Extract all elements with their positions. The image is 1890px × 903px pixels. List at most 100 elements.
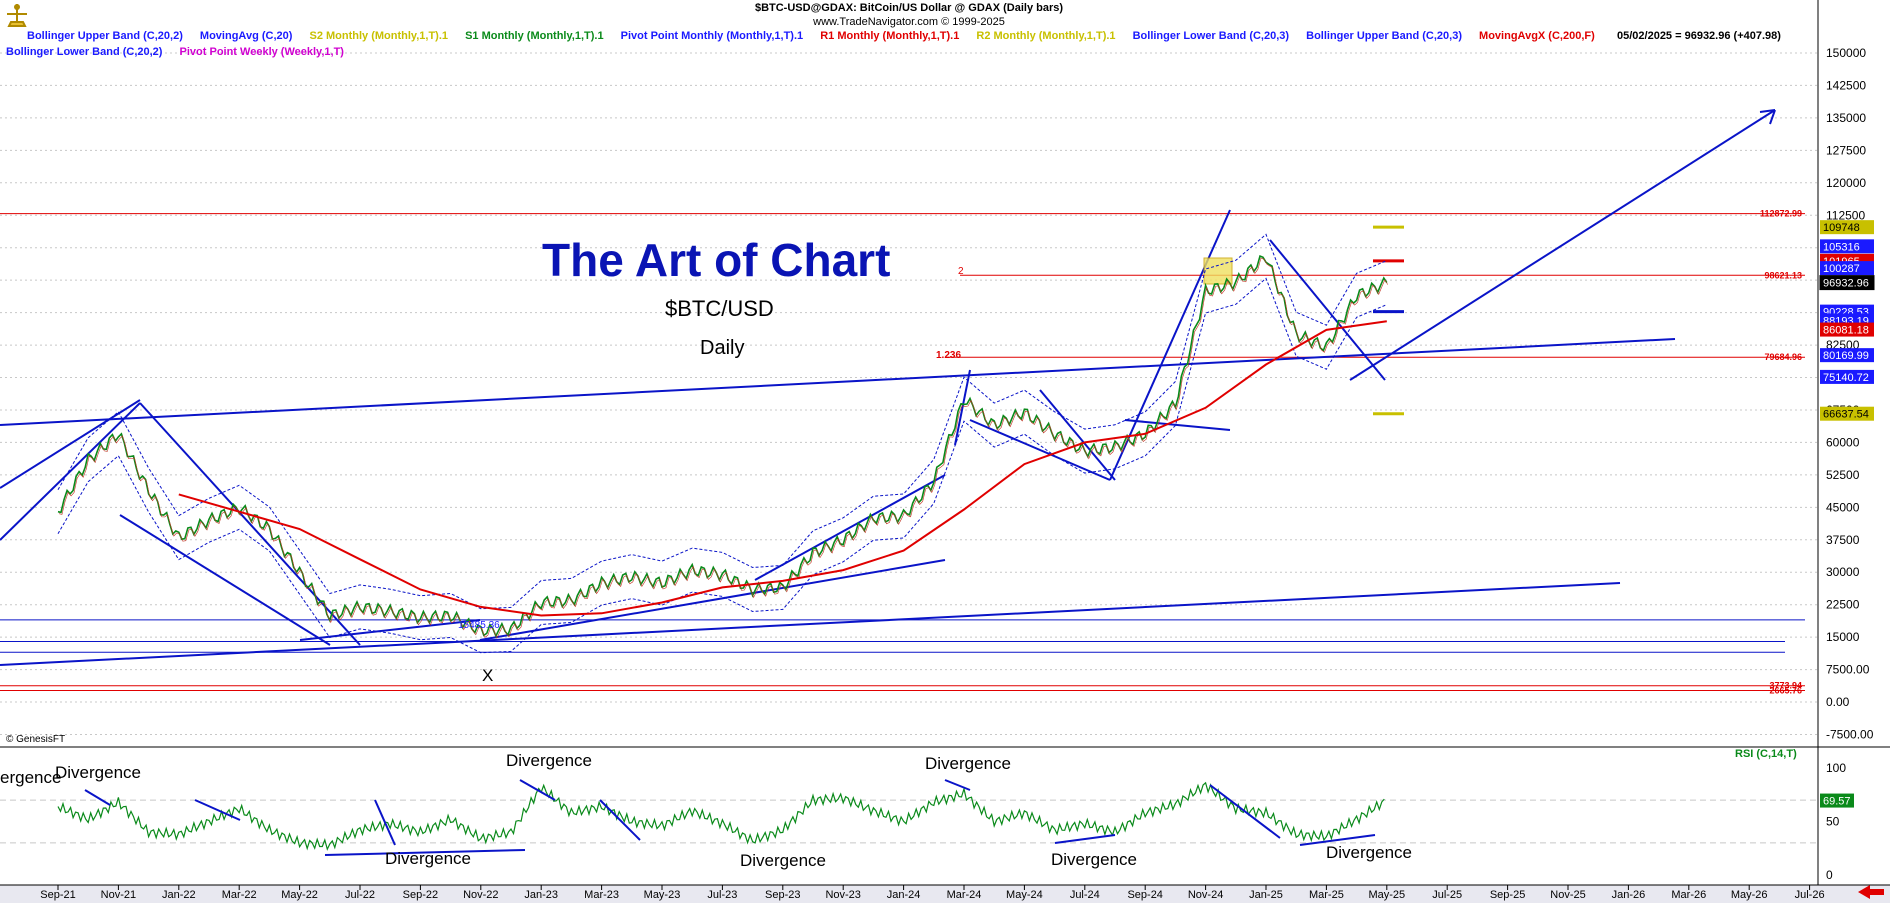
rsi-panel bbox=[0, 779, 1818, 856]
axis-badge bbox=[1820, 348, 1874, 363]
x-tick-label: Jul-24 bbox=[1070, 889, 1100, 901]
chart-copyright-line: www.TradeNavigator.com © 1999-2025 bbox=[813, 16, 1005, 28]
last-price-readout: 05/02/2025 = 96932.96 (+407.98) bbox=[1617, 30, 1781, 42]
y-tick-label: 7500.00 bbox=[1826, 663, 1870, 677]
x-tick-label: Jan-25 bbox=[1249, 889, 1283, 901]
axis-badge bbox=[1820, 261, 1874, 276]
rsi-tick-label: 50 bbox=[1826, 815, 1840, 829]
legend-item: Bollinger Upper Band (C,20,2) bbox=[27, 30, 183, 42]
bollinger-lower-band bbox=[57, 277, 1387, 654]
rsi-label: RSI (C,14,T) bbox=[1735, 748, 1797, 760]
x-tick-label: Jan-24 bbox=[887, 889, 921, 901]
x-tick-label: Nov-25 bbox=[1550, 889, 1585, 901]
x-mark: X bbox=[482, 666, 494, 685]
moving-average-200-line bbox=[178, 320, 1387, 617]
legend-item: S2 Monthly (Monthly,1,T).1 bbox=[309, 30, 448, 42]
trendline bbox=[299, 619, 481, 641]
bollinger-upper-band bbox=[57, 233, 1387, 610]
axis-badge-label: 96932.96 bbox=[1823, 278, 1869, 290]
axis-badge-label: 105316 bbox=[1823, 241, 1860, 253]
trendline bbox=[1349, 109, 1776, 381]
tradenavigator-logo-icon bbox=[7, 4, 27, 27]
x-tick-label: Mar-24 bbox=[947, 889, 982, 901]
divergence-line bbox=[1209, 784, 1281, 839]
y-tick-label: 37500 bbox=[1826, 533, 1860, 547]
divergence-label: Divergence bbox=[55, 763, 141, 782]
x-tick-label: Jul-22 bbox=[345, 889, 375, 901]
genesis-copyright: © GenesisFT bbox=[6, 734, 66, 745]
trendlines bbox=[0, 109, 1776, 666]
fib-1236-label: 1.236 bbox=[936, 350, 962, 361]
x-tick-label: May-25 bbox=[1368, 889, 1405, 901]
low-label: 15485.36 bbox=[458, 620, 500, 631]
x-tick-label: Jul-26 bbox=[1795, 889, 1825, 901]
trendline bbox=[0, 402, 141, 541]
divergence-line bbox=[1054, 834, 1116, 844]
y-tick-label: 60000 bbox=[1826, 435, 1860, 449]
legend-item: Bollinger Lower Band (C,20,3) bbox=[1132, 30, 1290, 42]
divergence-label: Divergence bbox=[925, 754, 1011, 773]
y-tick-label: 127500 bbox=[1826, 143, 1866, 157]
divergence-line bbox=[599, 799, 641, 841]
divergence-line bbox=[519, 779, 556, 801]
y-tick-label: 112500 bbox=[1826, 208, 1865, 222]
price-line bbox=[57, 255, 1388, 638]
overlay-title: The Art of Chart bbox=[542, 234, 891, 286]
trendline bbox=[954, 369, 971, 446]
axis-badge-label: 66637.54 bbox=[1823, 409, 1869, 421]
trendline bbox=[0, 399, 141, 489]
legend-item: Bollinger Lower Band (C,20,2) bbox=[6, 46, 163, 58]
axis-badge bbox=[1820, 220, 1874, 235]
rsi-badge-label: 69.57 bbox=[1823, 796, 1851, 808]
trendline bbox=[479, 559, 946, 641]
legend-row-2: Bollinger Lower Band (C,20,2) Pivot Poin… bbox=[6, 46, 358, 58]
x-tick-label: Nov-23 bbox=[825, 889, 860, 901]
trendline bbox=[1039, 389, 1116, 481]
x-tick-label: Nov-22 bbox=[463, 889, 498, 901]
y-tick-label: 45000 bbox=[1826, 500, 1860, 514]
level-label: 79684.96 bbox=[1764, 352, 1802, 362]
x-tick-label: Sep-25 bbox=[1490, 889, 1525, 901]
y-tick-label: 150000 bbox=[1826, 46, 1866, 60]
rsi-badge bbox=[1820, 793, 1854, 808]
x-tick-label: Jan-22 bbox=[162, 889, 196, 901]
rsi-tick-label: 100 bbox=[1826, 761, 1846, 775]
rsi-line bbox=[57, 781, 1385, 851]
trendline bbox=[1124, 419, 1231, 431]
x-tick-label: Jul-23 bbox=[707, 889, 737, 901]
legend-item: R1 Monthly (Monthly,1,T).1 bbox=[820, 30, 960, 42]
overlay-symbol: $BTC/USD bbox=[665, 296, 774, 321]
x-tick-label: Mar-26 bbox=[1671, 889, 1706, 901]
x-tick-label: Jan-26 bbox=[1612, 889, 1646, 901]
divergence-label: ergence bbox=[0, 768, 62, 787]
trendline bbox=[969, 419, 1111, 481]
x-tick-label: Sep-24 bbox=[1127, 889, 1162, 901]
trendline bbox=[119, 514, 331, 646]
axis-badge bbox=[1819, 275, 1875, 291]
divergence-label: Divergence bbox=[385, 849, 471, 868]
trendline bbox=[754, 474, 946, 581]
legend-row-1: Bollinger Upper Band (C,20,2) MovingAvg … bbox=[27, 30, 1609, 42]
y-tick-label: 135000 bbox=[1826, 111, 1866, 125]
x-tick-label: Jan-23 bbox=[524, 889, 558, 901]
x-tick-label: Sep-21 bbox=[40, 889, 75, 901]
rsi-tick-label: 0 bbox=[1826, 868, 1833, 882]
x-tick-label: May-26 bbox=[1731, 889, 1768, 901]
overlay-period: Daily bbox=[700, 337, 745, 359]
price-bars bbox=[58, 257, 1389, 639]
axis-badge-label: 75140.72 bbox=[1823, 372, 1869, 384]
x-axis-band bbox=[0, 885, 1890, 903]
axis-badge-label: 86081.18 bbox=[1823, 325, 1869, 337]
scroll-left-arrow-icon[interactable] bbox=[1856, 883, 1886, 901]
chart-title: $BTC-USD@GDAX: BitCoin/US Dollar @ GDAX … bbox=[754, 2, 1064, 14]
divergence-line bbox=[84, 789, 111, 806]
trendline bbox=[0, 582, 1621, 666]
divergence-label: Divergence bbox=[506, 751, 592, 770]
y-tick-label: 120000 bbox=[1826, 176, 1866, 190]
divergence-label: Divergence bbox=[1051, 850, 1137, 869]
y-tick-label: 30000 bbox=[1826, 565, 1860, 579]
x-tick-label: Nov-21 bbox=[101, 889, 136, 901]
fib-2-label: 2 bbox=[958, 266, 964, 277]
